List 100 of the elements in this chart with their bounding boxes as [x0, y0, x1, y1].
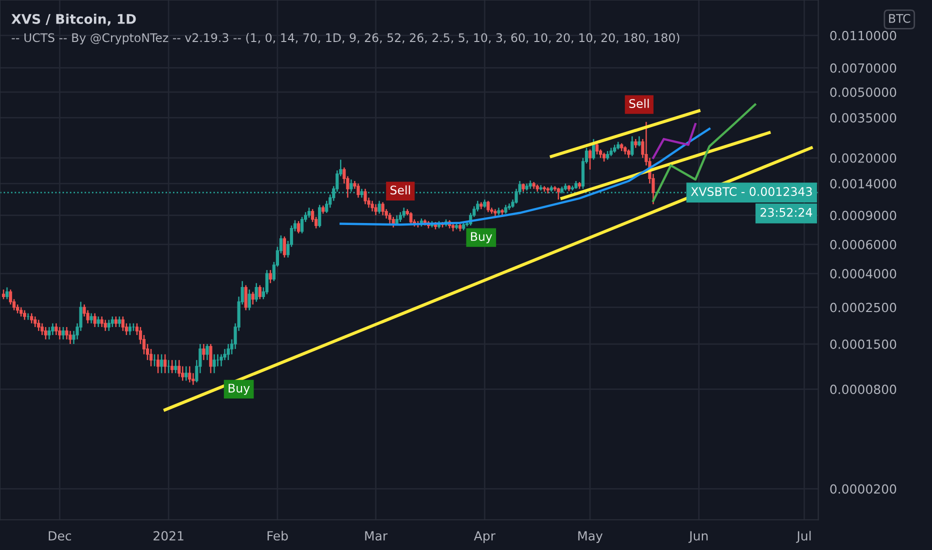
- candlestick: [20, 306, 23, 318]
- y-tick-label: 0.0050000: [830, 88, 896, 97]
- text: XVS / Bitcoin, 1D: [11, 14, 136, 26]
- y-tick-label: 0.0000800: [830, 384, 896, 394]
- annotation: 23:52:24: [760, 208, 812, 217]
- candlestick: [254, 282, 258, 302]
- line-series: [652, 123, 696, 159]
- candlestick: [5, 286, 9, 300]
- candlestick: [96, 316, 100, 328]
- x-tick-label: Jun: [688, 531, 708, 543]
- y-tick-label: 0.0002500: [830, 302, 896, 312]
- candlestick: [381, 202, 384, 216]
- candlestick: [160, 354, 164, 374]
- candlestick: [282, 236, 286, 258]
- candlestick: [268, 269, 272, 284]
- y-tick-label: 0.0006000: [830, 240, 896, 250]
- candlestick: [178, 359, 181, 378]
- candlestick: [556, 187, 560, 200]
- candlestick: [318, 204, 322, 228]
- candlestick: [121, 316, 124, 332]
- candlestick: [58, 326, 62, 340]
- x-tick-label: 2021: [154, 531, 184, 541]
- candlestick: [244, 284, 248, 311]
- candlestick: [65, 326, 68, 340]
- candlestick: [265, 269, 268, 295]
- candlestick: [48, 326, 51, 340]
- text: BTC: [889, 14, 910, 23]
- candlestick: [54, 322, 58, 336]
- candlestick: [62, 326, 65, 340]
- y-tick-label: 0.0110000: [830, 30, 896, 40]
- x-tick-label: May: [578, 531, 603, 543]
- candlestick: [107, 319, 110, 332]
- candlestick: [40, 322, 44, 336]
- candlestick: [149, 348, 153, 367]
- annotation: Buy: [228, 384, 250, 395]
- candlestick: [300, 216, 304, 234]
- candlestick: [118, 316, 121, 328]
- x-tick-label: Feb: [268, 530, 288, 541]
- y-tick-label: 0.0020000: [830, 153, 896, 163]
- candlestick: [206, 343, 209, 361]
- candlestick: [68, 330, 72, 345]
- y-tick-label: 0.0009000: [830, 210, 896, 220]
- candlestick: [388, 212, 392, 224]
- candlestick: [128, 322, 132, 336]
- y-tick-label: 0.0001500: [830, 339, 896, 349]
- candlestick: [51, 322, 54, 336]
- candlestick: [104, 319, 107, 332]
- candlestick: [156, 354, 160, 374]
- annotation: Buy: [471, 232, 492, 244]
- candlestick: [110, 316, 114, 328]
- candlestick: [592, 138, 596, 160]
- candlestick: [398, 212, 402, 223]
- candlestick: [93, 312, 96, 328]
- candlestick: [402, 207, 406, 218]
- candlestick: [164, 354, 167, 374]
- x-tick-label: Mar: [365, 531, 388, 541]
- candlestick: [37, 319, 40, 332]
- candlestick: [251, 291, 254, 306]
- candlestick: [378, 200, 381, 214]
- y-tick-label: 0.0070000: [830, 63, 896, 73]
- candlestick: [630, 136, 634, 157]
- ref-line-label: XVSBTC - 0.0012343: [690, 187, 812, 196]
- candlestick: [174, 359, 178, 374]
- x-tick-label: Apr: [474, 531, 496, 543]
- candlestick: [588, 148, 592, 170]
- candlestick: [188, 366, 192, 383]
- y-tick-label: 0.0035000: [830, 113, 896, 123]
- candlestick: [184, 366, 188, 382]
- candlestick: [638, 136, 641, 147]
- candlestick: [356, 182, 360, 198]
- annotation: Sell: [629, 98, 649, 108]
- candlestick: [307, 207, 311, 218]
- y-tick-label: 0.0004000: [830, 269, 896, 278]
- candlestick: [170, 359, 174, 374]
- candlestick: [23, 310, 26, 320]
- y-tick-label: 0.0014000: [830, 178, 896, 188]
- candlestick: [114, 316, 118, 328]
- candlestick: [258, 284, 262, 300]
- candlestick: [370, 200, 374, 212]
- candlestick: [44, 326, 48, 340]
- y-tick-label: 0.0000200: [830, 484, 896, 494]
- x-tick-label: Jul: [796, 530, 811, 543]
- candlestick: [212, 354, 216, 374]
- candlestick: [486, 200, 490, 213]
- candlestick: [30, 312, 34, 324]
- candlestick: [34, 316, 37, 328]
- candlestick: [209, 343, 212, 374]
- candlestick: [100, 316, 104, 328]
- candlestick: [90, 312, 93, 324]
- annotation: Sell: [390, 185, 410, 195]
- candlestick: [296, 220, 300, 234]
- candlestick: [248, 288, 251, 311]
- candlestick: [202, 343, 206, 361]
- candlestick: [374, 204, 378, 216]
- candlestick: [2, 288, 6, 300]
- x-tick-label: Dec: [48, 531, 72, 541]
- candlestick: [364, 188, 367, 205]
- candlestick: [595, 142, 599, 156]
- candlestick: [226, 343, 230, 361]
- text: -- UCTS -- By @CryptoNTez -- v2.19.3 -- (1, 0, 14, 70, 1D, 9, 26, 52, 26, 2.5, 5, 10, 3, 60, 10, 20, 10, 20, 180, 180): [12, 33, 680, 44]
